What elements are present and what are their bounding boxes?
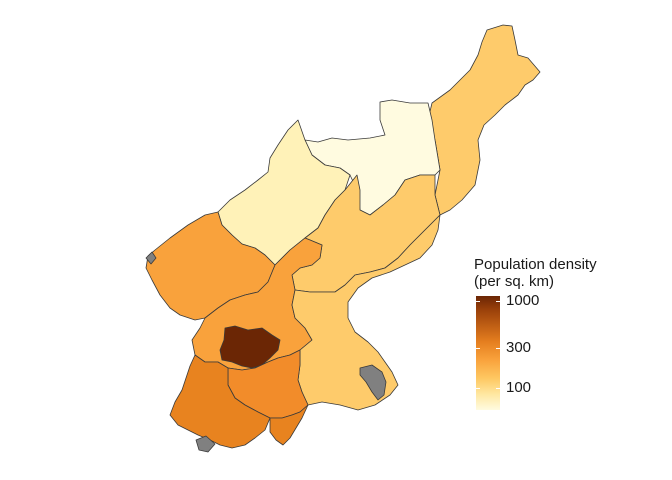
legend-label-1000: 1000 (506, 292, 540, 309)
legend-tick-100-left (476, 388, 480, 389)
legend-tick-1000-left (476, 301, 480, 302)
legend-tick-300-right (496, 348, 500, 349)
region-south-hwanghae (169, 354, 271, 449)
legend-label-100: 100 (506, 379, 532, 396)
region-kaesong (269, 404, 309, 446)
legend-tick-300-left (476, 348, 480, 349)
region-no-data-east (359, 364, 387, 401)
region-no-data-southwest (195, 435, 216, 453)
legend-tick-100-right (496, 388, 500, 389)
legend-label-300: 300 (506, 339, 532, 356)
region-no-data-west (145, 251, 157, 265)
region-north-hamgyong (427, 24, 541, 216)
legend-tick-1000-right (496, 301, 500, 302)
legend-color-bar (476, 296, 500, 410)
legend-title: Population density (per sq. km) (474, 256, 597, 290)
region-pyongyang (219, 325, 281, 369)
